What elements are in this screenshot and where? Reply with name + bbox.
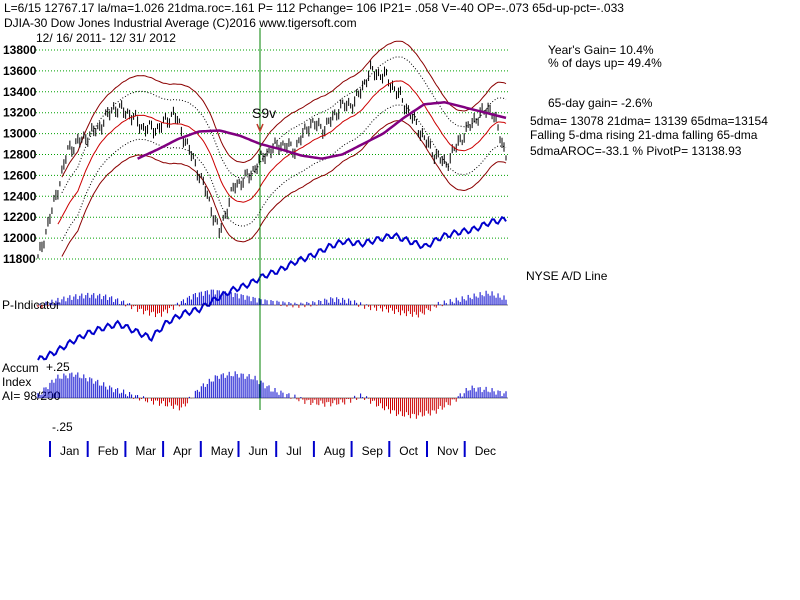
month-label: Mar [135,444,156,458]
y-tick-label: 12000 [3,231,37,245]
signal-label: S9v [252,105,276,121]
price-bars [37,60,507,259]
y-tick-label: 13000 [3,127,37,141]
y-tick-label: 12400 [3,189,37,203]
month-label: Jan [60,444,79,458]
y-tick-label: 13400 [3,85,37,99]
grid-lines [36,49,508,260]
month-label: Sep [362,444,384,458]
month-label: Apr [173,444,192,458]
lower-dotted-band [61,104,507,242]
header-line1: L=6/15 12767.17 la/ma=1.026 21dma.roc=.1… [4,1,624,15]
month-label: May [211,444,234,458]
y-tick-label: 11800 [3,252,36,266]
month-label: Jun [249,444,268,458]
plus25-label: +.25 [46,360,70,374]
upper-band [61,40,507,178]
month-label: Feb [98,444,119,458]
month-label: Dec [475,444,496,458]
aroc-pivot: 5dmaAROC=-33.1 % PivotP= 13138.93 [530,144,742,158]
signal-arrow-icon [256,123,264,133]
header-date-range: 12/ 16/ 2011- 12/ 31/ 2012 [36,31,176,45]
ad-line-label: NYSE A/D Line [526,269,608,283]
minus25-label: -.25 [52,420,73,434]
moving-averages [57,80,507,225]
ad-line [37,216,507,361]
month-label: Nov [437,444,458,458]
y-tick-label: 12600 [3,168,37,182]
y-tick-label: 13600 [3,64,37,78]
x-axis: Jan Feb Mar Apr May Jun Jul Aug Sep Oct Nov Dec [49,441,496,458]
index-label: Index [2,375,32,389]
y-tick-label: 13800 [3,43,37,57]
y-tick-label: 12200 [3,210,37,224]
gain-65: 65-day gain= -2.6% [548,96,653,110]
ma21-line [57,80,507,225]
accum-label: Accum [2,361,39,375]
month-label: Oct [399,444,418,458]
indicator-panels [36,216,508,419]
month-label: Jul [286,444,301,458]
lower-band [61,120,507,257]
month-label: Aug [324,444,345,458]
dma-values: 5dma= 13078 21dma= 13139 65dma=13154 [530,114,768,128]
dma-trend: Falling 5-dma rising 21-dma falling 65-d… [530,128,758,142]
years-gain: Year's Gain= 10.4% [548,43,654,57]
header-line2: DJIA-30 Dow Jones Industrial Average (C)… [4,16,357,30]
ma65-line [137,101,507,160]
y-tick-label: 12800 [3,148,37,162]
y-tick-label: 13200 [3,106,37,120]
upper-dotted-band [61,56,507,194]
days-up: % of days up= 49.4% [548,56,662,70]
bands [61,40,507,257]
y-axis-ticks: 13800 13600 13400 13200 13000 12800 12600 12400… [3,43,37,266]
